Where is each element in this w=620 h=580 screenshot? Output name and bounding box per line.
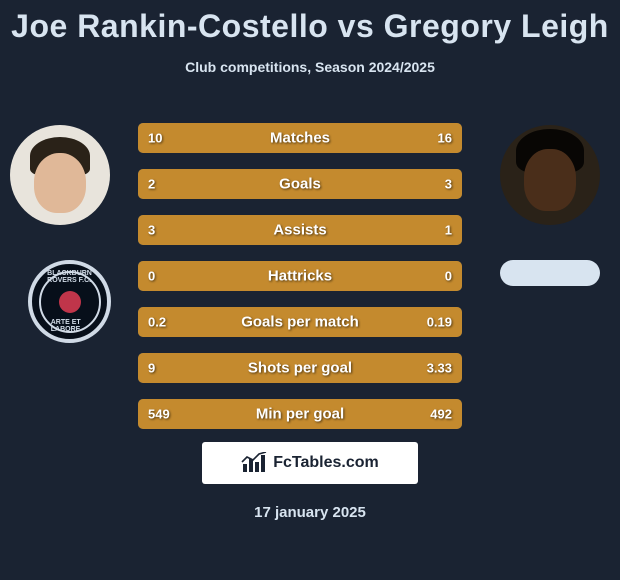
page-title: Joe Rankin-Costello vs Gregory Leigh (0, 0, 620, 45)
stat-label: Goals per match (241, 314, 359, 331)
stat-value-left: 549 (148, 407, 170, 422)
club-left-logo: BLACKBURN ROVERS F.C. ARTE ET LABORE (28, 260, 111, 343)
stat-rows: 10 16 Matches 2 3 Goals 3 1 Assists 0 0 Hattricks 0.… (138, 123, 462, 445)
stat-row: 0.2 0.19 Goals per match (138, 307, 462, 337)
comparison-chart: BLACKBURN ROVERS F.C. ARTE ET LABORE 101… (0, 115, 620, 445)
stat-label: Assists (273, 222, 326, 239)
stat-label: Shots per goal (248, 360, 352, 377)
stat-row: 3 1 Assists (138, 215, 462, 245)
stat-value-left: 9 (148, 361, 155, 376)
stat-value-right: 3 (445, 177, 452, 192)
stat-value-left: 10 (148, 131, 162, 146)
stat-value-right: 0.19 (427, 315, 452, 330)
stat-row: 2 3 Goals (138, 169, 462, 199)
stat-value-right: 3.33 (427, 361, 452, 376)
bar-left (138, 169, 268, 199)
player-right-photo (500, 125, 600, 225)
stat-label: Hattricks (268, 268, 332, 285)
stat-value-left: 0 (148, 269, 155, 284)
bar-left (138, 215, 381, 245)
stat-value-left: 2 (148, 177, 155, 192)
stat-row: 0 0 Hattricks (138, 261, 462, 291)
player-left-photo (10, 125, 110, 225)
stat-label: Matches (270, 130, 330, 147)
brand-text: FcTables.com (273, 454, 379, 472)
stat-row: 10 16 Matches (138, 123, 462, 153)
brand-badge: FcTables.com (202, 442, 418, 484)
stat-label: Goals (279, 176, 321, 193)
subtitle: Club competitions, Season 2024/2025 (0, 59, 620, 75)
stat-value-left: 3 (148, 223, 155, 238)
stat-row: 549 492 Min per goal (138, 399, 462, 429)
stat-row: 9 3.33 Shots per goal (138, 353, 462, 383)
stat-value-left: 0.2 (148, 315, 166, 330)
stat-value-right: 1 (445, 223, 452, 238)
stat-label: Min per goal (256, 406, 344, 423)
stat-value-right: 0 (445, 269, 452, 284)
badge-text-bottom: ARTE ET LABORE (51, 319, 89, 333)
date-text: 17 january 2025 (254, 504, 366, 521)
club-right-logo (500, 260, 600, 286)
stat-value-right: 492 (430, 407, 452, 422)
stat-value-right: 16 (438, 131, 452, 146)
chart-icon (241, 452, 267, 474)
